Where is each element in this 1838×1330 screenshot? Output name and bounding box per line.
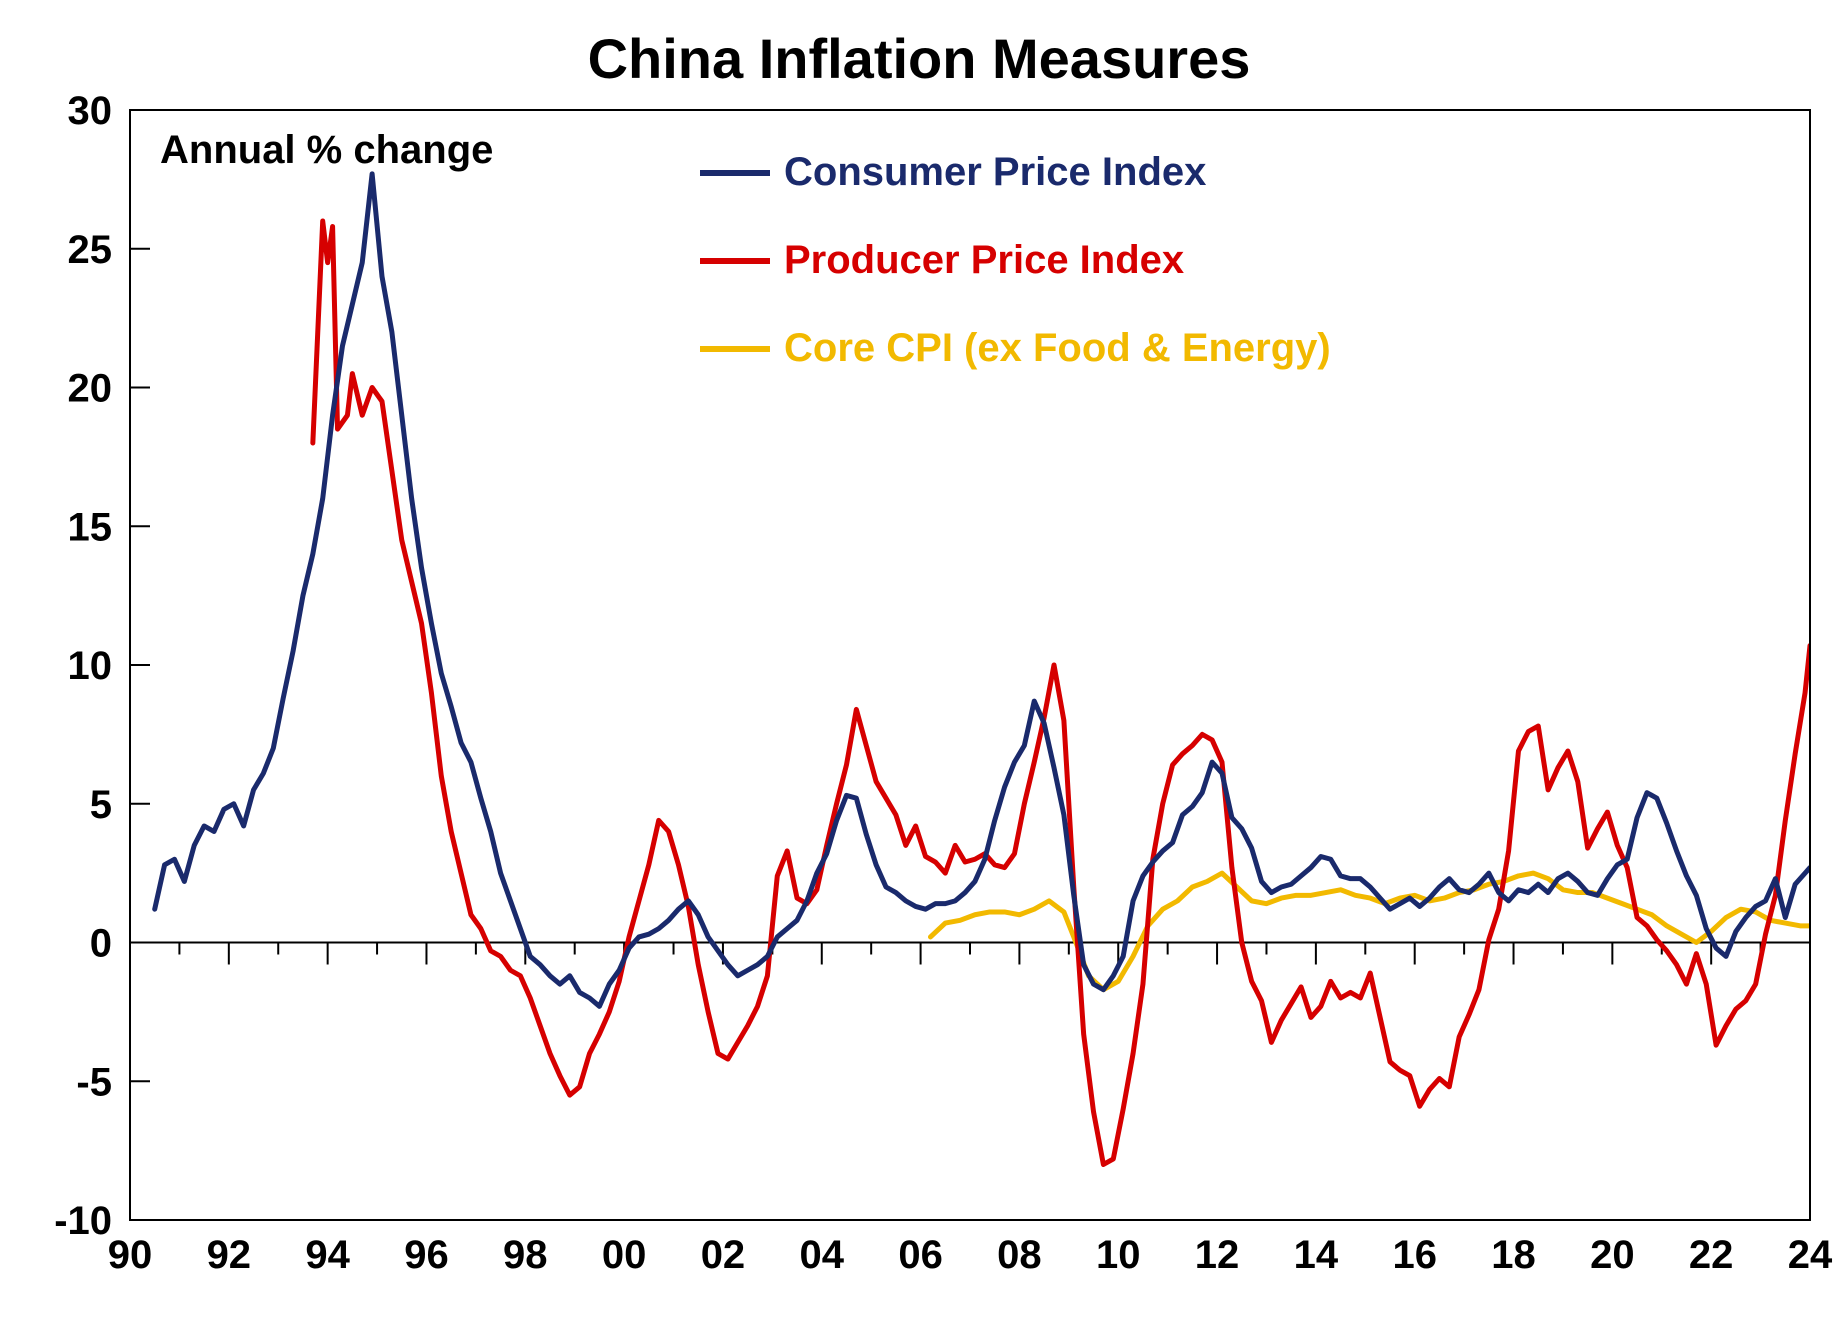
svg-text:90: 90 bbox=[108, 1233, 153, 1277]
legend-label-core: Core CPI (ex Food & Energy) bbox=[784, 326, 1331, 371]
legend-item-ppi: Producer Price Index bbox=[700, 238, 1184, 283]
legend-swatch-ppi bbox=[700, 258, 770, 264]
svg-text:10: 10 bbox=[1096, 1233, 1141, 1277]
legend-item-core: Core CPI (ex Food & Energy) bbox=[700, 326, 1331, 371]
svg-text:20: 20 bbox=[68, 367, 113, 411]
svg-text:14: 14 bbox=[1294, 1233, 1339, 1277]
legend-item-cpi: Consumer Price Index bbox=[700, 150, 1206, 195]
svg-text:30: 30 bbox=[68, 89, 113, 133]
svg-text:12: 12 bbox=[1195, 1233, 1240, 1277]
legend-label-ppi: Producer Price Index bbox=[784, 238, 1184, 283]
svg-text:00: 00 bbox=[602, 1233, 647, 1277]
svg-text:92: 92 bbox=[207, 1233, 252, 1277]
svg-text:25: 25 bbox=[68, 228, 113, 272]
legend-swatch-cpi bbox=[700, 170, 770, 176]
svg-text:22: 22 bbox=[1689, 1233, 1734, 1277]
svg-text:-10: -10 bbox=[54, 1199, 112, 1243]
svg-text:16: 16 bbox=[1392, 1233, 1437, 1277]
svg-text:20: 20 bbox=[1590, 1233, 1635, 1277]
svg-text:15: 15 bbox=[68, 505, 113, 549]
svg-text:5: 5 bbox=[90, 783, 112, 827]
svg-text:10: 10 bbox=[68, 644, 113, 688]
svg-text:96: 96 bbox=[404, 1233, 449, 1277]
svg-text:94: 94 bbox=[305, 1233, 350, 1277]
svg-text:-5: -5 bbox=[76, 1060, 112, 1104]
svg-text:02: 02 bbox=[701, 1233, 746, 1277]
legend-swatch-core bbox=[700, 346, 770, 352]
svg-text:98: 98 bbox=[503, 1233, 548, 1277]
svg-text:0: 0 bbox=[90, 922, 112, 966]
svg-text:18: 18 bbox=[1491, 1233, 1536, 1277]
y-axis-subtitle: Annual % change bbox=[160, 128, 493, 173]
svg-text:08: 08 bbox=[997, 1233, 1042, 1277]
svg-text:04: 04 bbox=[800, 1233, 845, 1277]
legend-label-cpi: Consumer Price Index bbox=[784, 150, 1206, 195]
line-chart: -10 -5 0 5 10 15 20 25 30 90 92 94 96 98 00 02 04 06 08 10 1… bbox=[0, 0, 1838, 1330]
svg-text:06: 06 bbox=[898, 1233, 943, 1277]
svg-text:24: 24 bbox=[1788, 1233, 1833, 1277]
